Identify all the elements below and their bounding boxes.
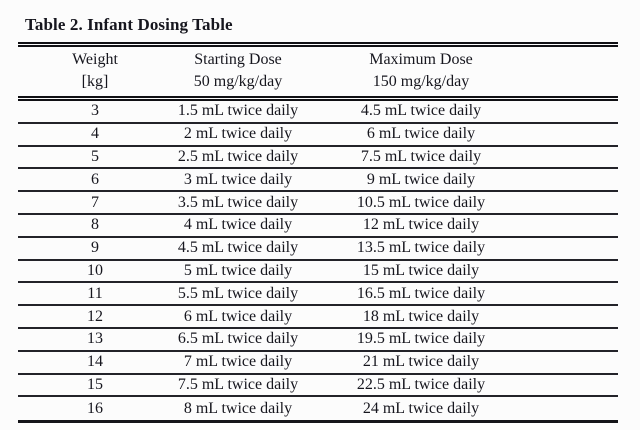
cell-starting: 4 mL twice daily: [183, 216, 293, 234]
cell-maximum: 4.5 mL twice daily: [360, 102, 482, 120]
header-line-1: Weight Starting Dose Maximum Dose: [18, 49, 618, 71]
header-maximum-dose: Maximum Dose: [369, 51, 473, 68]
cell-maximum: 16.5 mL twice daily: [356, 284, 486, 302]
header-maximum-dose-unit: 150 mg/kg/day: [372, 73, 470, 90]
header-starting-dose: Starting Dose: [194, 51, 282, 68]
cell-starting: 5 mL twice daily: [183, 261, 293, 279]
cell-starting: 2 mL twice daily: [183, 125, 293, 143]
cell-maximum: 19.5 mL twice daily: [356, 330, 486, 348]
table-row: 5 2.5 mL twice daily 7.5 mL twice daily: [18, 147, 618, 170]
cell-maximum: 13.5 mL twice daily: [356, 239, 486, 257]
cell-maximum: 22.5 mL twice daily: [356, 375, 486, 393]
cell-starting: 5.5 mL twice daily: [177, 284, 299, 302]
table-body: 3 1.5 mL twice daily 4.5 mL twice daily 4 2 …: [18, 101, 618, 424]
cell-starting: 3 mL twice daily: [183, 170, 293, 188]
table-row: 3 1.5 mL twice daily 4.5 mL twice daily: [18, 101, 618, 124]
cell-maximum: 12 mL twice daily: [362, 216, 480, 234]
cell-weight: 10: [87, 261, 103, 279]
cell-weight: 5: [91, 147, 99, 165]
header-line-2: [kg] 50 mg/kg/day 150 mg/kg/day: [18, 71, 618, 93]
cell-weight: 13: [87, 330, 103, 348]
cell-maximum: 18 mL twice daily: [362, 307, 480, 325]
header-spacer: [538, 49, 618, 71]
cell-weight: 6: [91, 170, 99, 188]
cell-starting: 3.5 mL twice daily: [177, 193, 299, 211]
table-title: Table 2. Infant Dosing Table: [25, 15, 233, 34]
cell-starting: 7.5 mL twice daily: [177, 375, 299, 393]
table-row: 11 5.5 mL twice daily 16.5 mL twice daily: [18, 283, 618, 307]
cell-weight: 3: [91, 102, 99, 120]
cell-weight: 8: [91, 216, 99, 234]
cell-weight: 15: [87, 375, 103, 393]
cell-starting: 1.5 mL twice daily: [177, 102, 299, 120]
cell-maximum: 10.5 mL twice daily: [356, 193, 486, 211]
cell-starting: 6.5 mL twice daily: [177, 330, 299, 348]
table-row: 8 4 mL twice daily 12 mL twice daily: [18, 215, 618, 238]
cell-maximum: 21 mL twice daily: [362, 353, 480, 371]
cell-starting: 6 mL twice daily: [183, 307, 293, 325]
cell-weight: 7: [91, 193, 99, 211]
table-row: 14 7 mL twice daily 21 mL twice daily: [18, 352, 618, 375]
header-starting-dose-unit: 50 mg/kg/day: [193, 73, 283, 90]
cell-weight: 11: [87, 284, 103, 302]
top-rule: [18, 42, 618, 47]
cell-starting: 7 mL twice daily: [183, 353, 293, 371]
header-weight: Weight: [72, 51, 118, 68]
cell-maximum: 9 mL twice daily: [366, 170, 476, 188]
cell-weight: 9: [91, 239, 99, 257]
table-row: 4 2 mL twice daily 6 mL twice daily: [18, 124, 618, 147]
cell-starting: 4.5 mL twice daily: [177, 239, 299, 257]
cell-starting: 8 mL twice daily: [183, 399, 293, 417]
cell-weight: 12: [87, 307, 103, 325]
table-row: 9 4.5 mL twice daily 13.5 mL twice daily: [18, 238, 618, 261]
cell-weight: 16: [87, 399, 103, 417]
table-header: Weight Starting Dose Maximum Dose [kg] 5…: [18, 47, 618, 96]
table-row: 15 7.5 mL twice daily 22.5 mL twice daily: [18, 375, 618, 398]
table-row: 12 6 mL twice daily 18 mL twice daily: [18, 306, 618, 329]
infant-dosing-table: Weight Starting Dose Maximum Dose [kg] 5…: [18, 42, 618, 424]
cell-maximum: 15 mL twice daily: [362, 261, 480, 279]
cell-maximum: 24 mL twice daily: [362, 399, 480, 417]
header-bottom-rule: [18, 96, 618, 101]
table-row: 10 5 mL twice daily 15 mL twice daily: [18, 261, 618, 284]
cell-weight: 4: [91, 125, 99, 143]
cell-weight: 14: [87, 353, 103, 371]
header-spacer: [538, 71, 618, 93]
header-weight-unit: [kg]: [81, 73, 109, 90]
table-row: 13 6.5 mL twice daily 19.5 mL twice daily: [18, 329, 618, 352]
cell-maximum: 6 mL twice daily: [366, 125, 476, 143]
cell-maximum: 7.5 mL twice daily: [360, 147, 482, 165]
table-row: 7 3.5 mL twice daily 10.5 mL twice daily: [18, 192, 618, 215]
table-row: 6 3 mL twice daily 9 mL twice daily: [18, 169, 618, 193]
cell-starting: 2.5 mL twice daily: [177, 147, 299, 165]
table-row: 16 8 mL twice daily 24 mL twice daily: [18, 397, 618, 420]
